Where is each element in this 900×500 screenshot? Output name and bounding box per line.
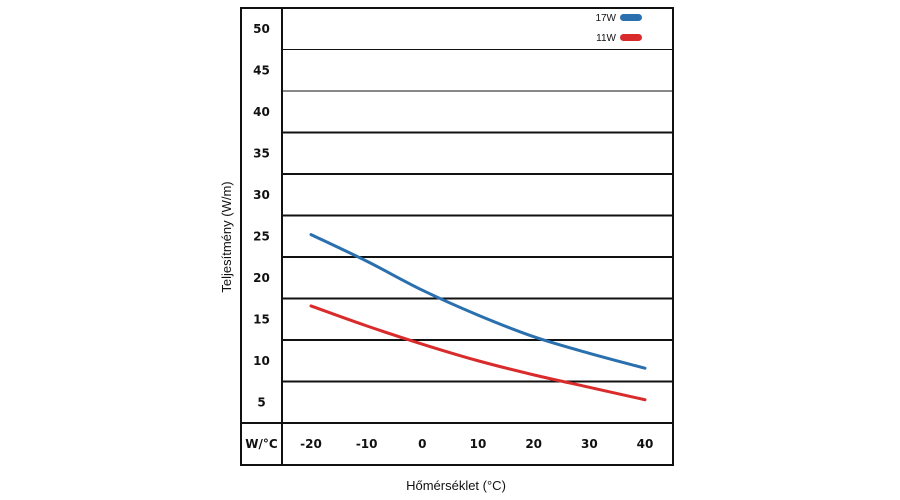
- x-tick-labels: -20 -10 0 10 20 30 40: [300, 437, 653, 451]
- x-tick-label: 30: [581, 437, 598, 451]
- y-tick-label: 30: [253, 188, 270, 202]
- x-axis-title: Hőmérséklet (°C): [406, 478, 506, 493]
- legend-swatch-11w: [620, 34, 642, 41]
- y-tick-label: 5: [257, 395, 265, 409]
- chart-frame: [240, 7, 674, 466]
- series-line-11w: [309, 304, 647, 402]
- legend: 17W 11W: [595, 13, 642, 44]
- x-tick-label: -10: [356, 437, 378, 451]
- y-tick-label: 10: [253, 354, 270, 368]
- y-tick-label: 20: [253, 271, 270, 285]
- y-axis-title: Teljesítmény (W/m): [219, 181, 234, 292]
- x-tick-label: 0: [418, 437, 426, 451]
- series-line-17w: [309, 233, 647, 370]
- series-lines: [309, 233, 647, 402]
- legend-label-11w: 11W: [596, 33, 616, 44]
- gridlines: [282, 49, 673, 383]
- y-tick-label: 15: [253, 312, 270, 326]
- y-tick-label: 50: [253, 22, 270, 36]
- y-tick-label: 35: [253, 146, 270, 160]
- y-tick-label: 40: [253, 105, 270, 119]
- y-tick-label: 25: [253, 229, 270, 243]
- x-tick-label: 20: [525, 437, 542, 451]
- legend-swatch-17w: [620, 14, 642, 21]
- x-tick-label: 40: [637, 437, 654, 451]
- y-tick-labels: 50 45 40 35 30 25 20 15 10 5: [253, 22, 270, 410]
- legend-label-17w: 17W: [595, 13, 616, 24]
- x-tick-label: -20: [300, 437, 322, 451]
- y-tick-label: 45: [253, 63, 270, 77]
- corner-unit-label: W/°C: [245, 437, 278, 451]
- x-tick-label: 10: [470, 437, 487, 451]
